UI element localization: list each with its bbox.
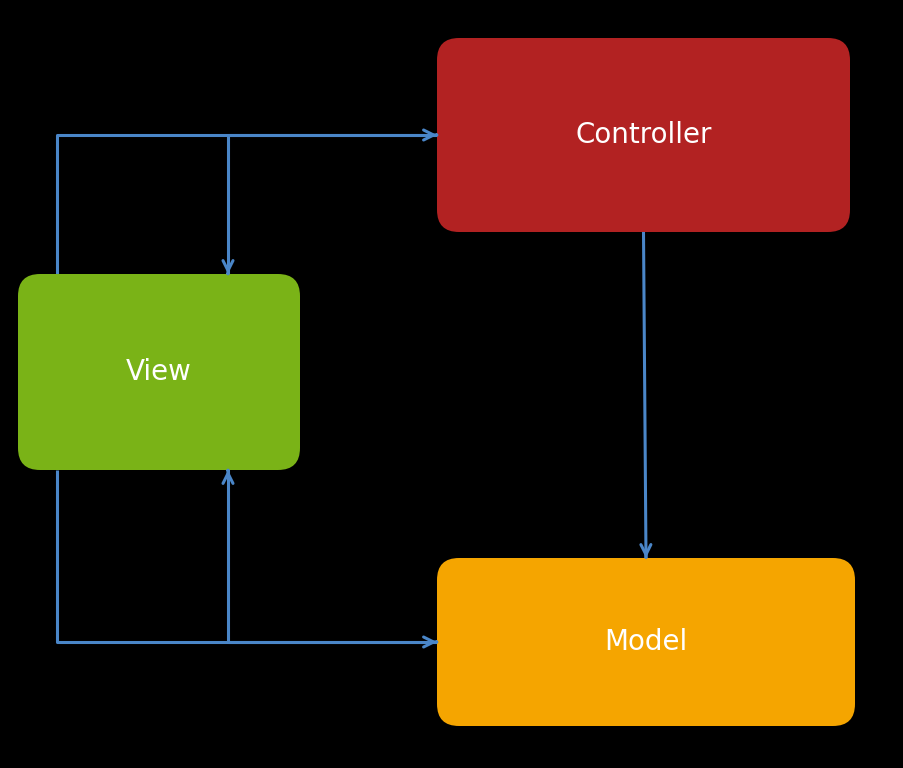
Text: View: View xyxy=(126,358,191,386)
FancyBboxPatch shape xyxy=(18,274,300,470)
FancyBboxPatch shape xyxy=(436,38,849,232)
FancyBboxPatch shape xyxy=(436,558,854,726)
Text: Model: Model xyxy=(604,628,687,656)
Text: Controller: Controller xyxy=(574,121,711,149)
